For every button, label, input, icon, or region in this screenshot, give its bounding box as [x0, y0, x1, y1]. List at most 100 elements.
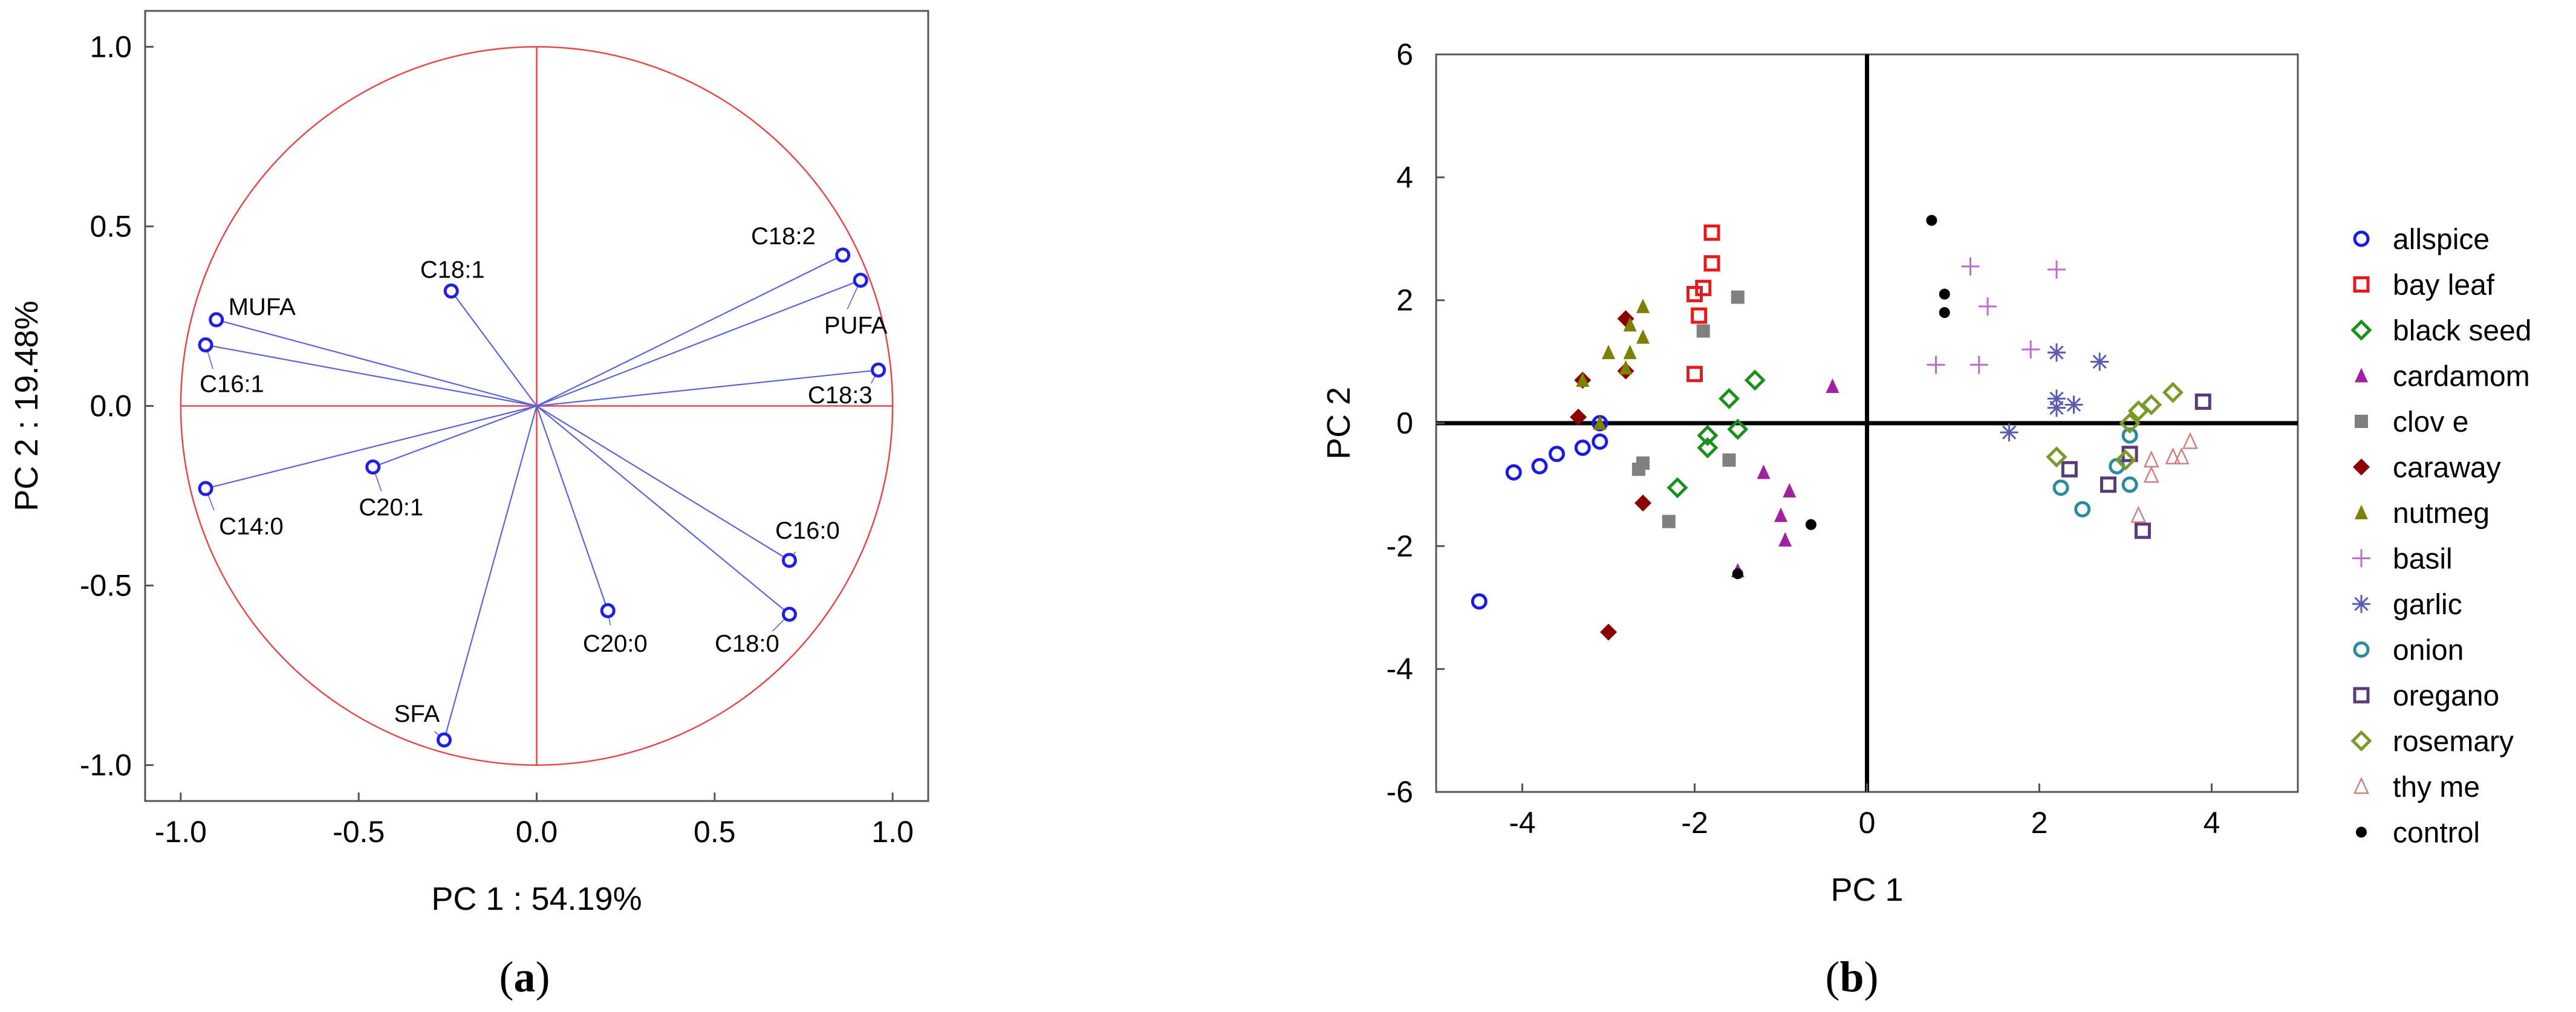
- y-tick-label: -1.0: [80, 748, 132, 782]
- panel-label-a: (a): [499, 953, 550, 1001]
- data-point-allspice: [1505, 464, 1522, 481]
- data-point-oregano: [2100, 476, 2116, 493]
- y-tick-label: 0: [1396, 406, 1413, 440]
- data-point-clov-e: [1696, 324, 1710, 338]
- series-black-seed: [1667, 369, 1766, 499]
- loading-point-c18-1: [443, 283, 459, 299]
- y-axis-title: PC 2 : 19.48%: [8, 300, 45, 511]
- data-point-nutmeg: [1593, 415, 1607, 430]
- legend-marker-control: [2356, 826, 2367, 838]
- legend-label-black-seed: black seed: [2393, 315, 2531, 347]
- x-tick-label: 2: [2031, 806, 2048, 840]
- legend-label-onion: onion: [2393, 635, 2464, 667]
- data-point-oregano: [2135, 522, 2151, 539]
- data-point-rosemary: [2127, 400, 2149, 422]
- data-point-oregano: [2194, 393, 2211, 410]
- data-point-thy-me: [2173, 447, 2190, 465]
- legend-label-allspice: allspice: [2393, 224, 2490, 256]
- loading-label-c20-0: C20:0: [583, 631, 648, 657]
- loading-label-c20-1: C20:1: [359, 494, 423, 521]
- loading-vector-c16-1: [205, 344, 537, 407]
- loading-vector-pufa: [536, 279, 861, 407]
- loading-point-mufa: [209, 312, 224, 328]
- x-tick-label: 0.0: [516, 815, 558, 849]
- legend-label-garlic: garlic: [2393, 589, 2462, 621]
- data-point-clov-e: [1662, 514, 1676, 528]
- data-point-black-seed: [1744, 369, 1766, 391]
- y-tick-label: 0.5: [89, 209, 132, 243]
- y-tick-label: 6: [1396, 37, 1413, 71]
- data-point-control: [1926, 215, 1937, 226]
- loading-vector-c20-1: [372, 405, 537, 468]
- legend-marker-basil: [2352, 549, 2370, 568]
- legend-marker-thy-me: [2353, 776, 2369, 794]
- data-point-control: [1732, 568, 1743, 580]
- x-tick-label: -0.5: [333, 815, 385, 849]
- data-point-nutmeg: [1636, 298, 1650, 313]
- loading-point-c14-0: [198, 481, 213, 496]
- legend: allspice bay leaf black seed cardamom clov e…: [2350, 224, 2531, 849]
- data-point-nutmeg: [1623, 345, 1637, 360]
- loading-vector-c16-0: [536, 405, 790, 561]
- data-point-basil: [1927, 355, 1945, 374]
- x-tick-label: -4: [1509, 806, 1535, 840]
- y-tick-label: 0.0: [89, 389, 132, 423]
- data-point-garlic: [2000, 423, 2018, 442]
- data-point-nutmeg: [1619, 360, 1633, 375]
- data-point-rosemary: [2141, 394, 2162, 416]
- loading-point-sfa: [436, 732, 452, 748]
- legend-marker-cardamom: [2355, 368, 2368, 383]
- data-point-onion: [2052, 479, 2069, 496]
- legend-marker-rosemary: [2350, 730, 2372, 752]
- data-point-basil: [2047, 260, 2066, 279]
- series-garlic: [2000, 343, 2109, 442]
- series-onion: [2052, 427, 2138, 517]
- data-point-bay-leaf: [1686, 366, 1703, 383]
- data-point-cardamom: [1778, 532, 1792, 547]
- data-point-rosemary: [2115, 449, 2136, 471]
- panel-a-loading-plot: -1.0 -0.5 0.0 0.5 1.0 -1.0 -0.5 0.0 0.5 1.0 PC 1 :…: [8, 10, 929, 1001]
- data-point-caraway: [1600, 623, 1617, 641]
- loading-point-c16-1: [198, 337, 213, 353]
- data-point-basil: [1961, 257, 1980, 276]
- data-point-thy-me: [2130, 505, 2147, 523]
- series-rosemary: [2046, 381, 2184, 471]
- legend-marker-onion: [2353, 641, 2370, 658]
- legend-marker-garlic: [2352, 595, 2370, 613]
- series-thy-me: [2130, 432, 2198, 523]
- data-point-basil: [2021, 340, 2040, 358]
- data-point-garlic: [2064, 395, 2083, 414]
- loading-vector-c18-2: [536, 254, 844, 407]
- data-point-thy-me: [2165, 447, 2181, 465]
- legend-label-thy-me: thy me: [2393, 771, 2480, 803]
- x-tick-label: 1.0: [871, 815, 914, 849]
- data-point-bay-leaf: [1686, 286, 1703, 302]
- data-point-onion: [2121, 476, 2138, 493]
- x-tick-label: 0.5: [694, 815, 736, 849]
- data-point-control: [1939, 307, 1950, 318]
- legend-marker-allspice: [2353, 230, 2370, 247]
- data-point-allspice: [1531, 458, 1548, 475]
- x-tick-label: 0: [1859, 806, 1876, 840]
- data-point-control: [1939, 288, 1950, 300]
- loading-label-c18-3: C18:3: [808, 382, 873, 409]
- loading-label-mufa: MUFA: [229, 294, 296, 320]
- data-point-bay-leaf: [1703, 255, 1720, 272]
- data-point-allspice: [1471, 593, 1488, 610]
- data-point-garlic: [2090, 352, 2109, 371]
- legend-label-control: control: [2393, 817, 2480, 849]
- legend-label-caraway: caraway: [2393, 452, 2501, 484]
- data-point-cardamom: [1757, 464, 1771, 479]
- data-point-cardamom: [1774, 507, 1787, 522]
- loading-label-c16-1: C16:1: [200, 371, 264, 398]
- series-control: [1732, 215, 1950, 580]
- data-point-onion: [2074, 501, 2091, 517]
- series-cardamom: [1731, 378, 1839, 577]
- data-point-basil: [1979, 297, 1997, 316]
- loading-vector-mufa: [216, 319, 537, 407]
- data-point-rosemary: [2162, 381, 2184, 403]
- data-point-onion: [2121, 427, 2138, 444]
- loading-point-c16-0: [781, 553, 797, 568]
- y-tick-label: -2: [1387, 529, 1413, 563]
- loading-label-pufa: PUFA: [824, 313, 888, 339]
